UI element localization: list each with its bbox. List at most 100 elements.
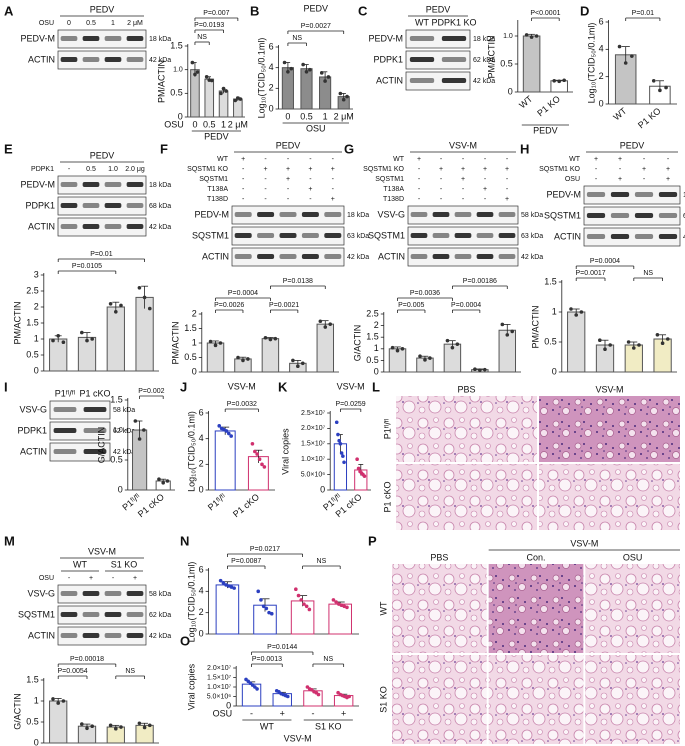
blot-kda: 63 kDa xyxy=(521,233,543,240)
data-point xyxy=(224,429,229,433)
data-point xyxy=(229,585,234,589)
y-axis-label: Log₁₀(TCID₅₀/0.1ml) xyxy=(186,411,196,492)
blot-band xyxy=(104,36,122,41)
data-point xyxy=(229,434,233,438)
data-point xyxy=(579,310,584,314)
y-tick-label: 0.5 xyxy=(184,352,197,362)
panel-letter: B xyxy=(250,3,259,18)
x-tick-label: P1 KO xyxy=(636,106,663,131)
data-point xyxy=(296,593,301,598)
blot-frame xyxy=(49,421,111,441)
y-tick-label: 2.5×10⁷ xyxy=(301,410,326,417)
condition-mark: + xyxy=(241,156,245,163)
y-tick-label: 0 xyxy=(34,737,39,746)
bar xyxy=(261,338,280,373)
blot-kda: 62 kDa xyxy=(113,428,135,435)
panel-letter: F xyxy=(160,141,168,156)
data-point xyxy=(257,457,262,462)
condition-mark: - xyxy=(418,196,421,203)
blot-band xyxy=(104,203,122,208)
p-value: P=0.00018 xyxy=(70,656,104,663)
data-point xyxy=(213,343,218,348)
blot-band xyxy=(432,212,450,217)
x-tick-label: P1 cKO xyxy=(231,492,261,520)
data-point xyxy=(142,428,146,432)
blot-row-label: ACTIN xyxy=(20,446,47,456)
data-point xyxy=(246,357,250,361)
condition-label: T138A xyxy=(383,186,404,193)
condition-label: WT xyxy=(569,156,581,163)
data-point xyxy=(264,606,269,611)
blot-band xyxy=(104,57,122,62)
histology-column: VSV-M xyxy=(595,384,623,394)
p-value: P=0.01 xyxy=(632,10,654,17)
p-value: P<0.0001 xyxy=(530,10,560,17)
data-point xyxy=(51,697,55,701)
data-point xyxy=(323,325,328,329)
data-point xyxy=(339,451,344,455)
data-point xyxy=(190,60,195,65)
blot-kda: 68 kDa xyxy=(149,203,171,210)
condition-label: WT xyxy=(217,156,229,163)
blot-band xyxy=(498,233,516,238)
condition-mark: - xyxy=(484,156,487,163)
blot-frame xyxy=(405,71,471,91)
data-point xyxy=(603,347,607,352)
blot-kda: 42 kDa xyxy=(347,254,369,261)
blot-row-label: VSV-G xyxy=(27,588,55,598)
blot-header: PEDV xyxy=(90,150,115,160)
condition-label: SQSTM1 xyxy=(375,176,404,183)
histology-image xyxy=(539,464,680,530)
blot-row-label: PDPK1 xyxy=(25,200,55,210)
data-point xyxy=(473,367,477,372)
panel-letter: M xyxy=(4,533,15,548)
condition-mark: - xyxy=(309,156,312,163)
condition-mark: - xyxy=(619,166,622,173)
blot-band xyxy=(324,212,342,217)
condition-label: SQSTM1 xyxy=(199,176,228,183)
p-value: P=0.0054 xyxy=(58,668,88,675)
bar xyxy=(77,336,97,372)
y-axis-label: Viral copies xyxy=(280,428,290,475)
blot-band xyxy=(301,212,319,217)
histology-image xyxy=(396,396,537,462)
blot-band xyxy=(60,224,78,229)
condition-mark: - xyxy=(418,166,421,173)
data-point xyxy=(331,598,336,602)
blot-band xyxy=(53,428,77,433)
data-point xyxy=(142,295,147,300)
y-tick-label: 1 xyxy=(192,337,197,347)
condition-mark: - xyxy=(287,186,290,193)
condition-mark: - xyxy=(332,156,335,163)
condition-mark: WT xyxy=(415,17,429,27)
blot-frame xyxy=(57,50,147,70)
y-axis-label: PM/ACTIN xyxy=(530,305,540,348)
histology-image xyxy=(585,564,680,653)
condition-mark: - xyxy=(309,196,312,203)
y-axis-label: G/ACTIN xyxy=(12,693,22,730)
x-tick-label: + xyxy=(280,708,285,718)
blot-row-label: PEDV-M xyxy=(20,33,55,43)
y-tick-label: 1.5 xyxy=(544,276,557,286)
p-value: P=0.0004 xyxy=(228,290,258,297)
p-value: P=0.0144 xyxy=(267,644,297,651)
blot-band xyxy=(60,203,78,208)
data-point xyxy=(307,607,312,612)
blot-row-label: PDPK1 xyxy=(373,54,403,64)
p-value: P=0.0027 xyxy=(301,23,331,30)
data-point xyxy=(328,322,333,326)
p-value: P=0.002 xyxy=(138,388,164,395)
data-point xyxy=(362,474,367,478)
blot-band xyxy=(104,633,122,638)
data-point xyxy=(204,74,209,79)
data-point xyxy=(80,330,84,335)
blot-band xyxy=(610,213,630,218)
blot-band xyxy=(60,57,78,62)
chart-title: VSV-M xyxy=(337,381,365,391)
data-point xyxy=(455,342,460,346)
data-point xyxy=(356,466,361,471)
data-point xyxy=(478,368,482,372)
condition-mark: 0 xyxy=(67,20,71,27)
data-point xyxy=(390,345,395,350)
blot-band xyxy=(324,233,342,238)
